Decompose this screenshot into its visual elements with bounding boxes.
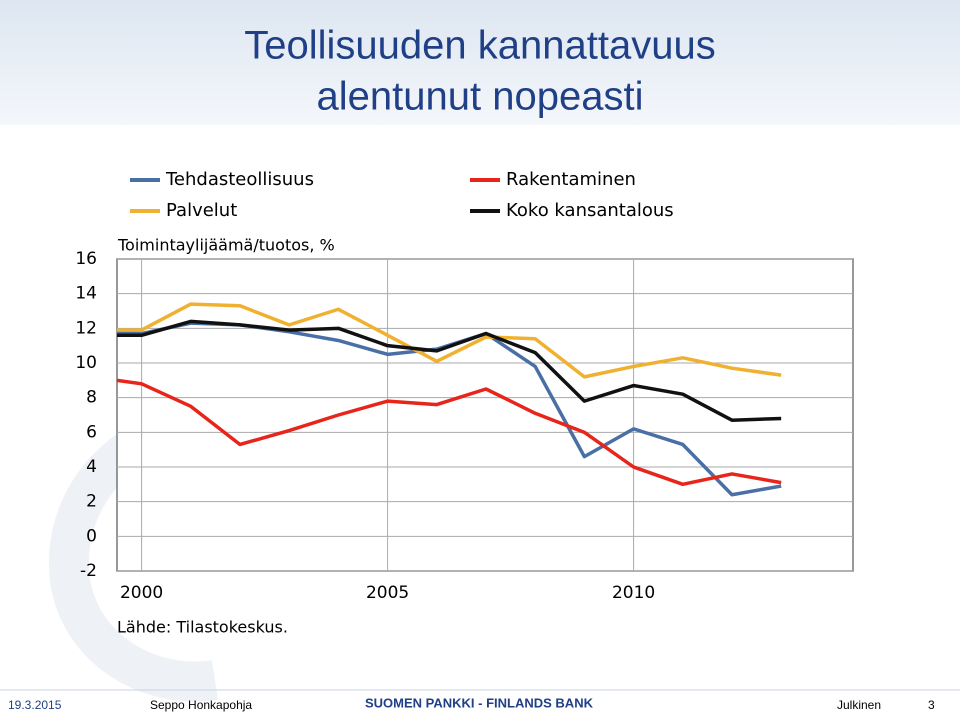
legend-label: Rakentaminen xyxy=(506,169,636,190)
source-note: Lähde: Tilastokeskus. xyxy=(117,618,288,637)
y-tick-label: 14 xyxy=(75,284,97,304)
slide-title: Teollisuuden kannattavuus xyxy=(244,24,715,68)
legend-label: Palvelut xyxy=(166,200,237,221)
series-line xyxy=(117,302,782,379)
y-tick-label: 8 xyxy=(86,388,97,408)
footer-page: 3 xyxy=(928,698,935,712)
y-tick-label: -2 xyxy=(80,561,97,581)
legend-label: Koko kansantalous xyxy=(506,200,674,221)
y-tick-label: 12 xyxy=(75,318,97,338)
slide-title: alentunut nopeasti xyxy=(317,75,644,119)
x-tick-label: 2005 xyxy=(366,583,409,603)
y-tick-label: 16 xyxy=(75,249,97,269)
series-line xyxy=(116,378,782,487)
y-tick-label: 0 xyxy=(86,526,97,546)
footer-organization: SUOMEN PANKKI - FINLANDS BANK xyxy=(365,695,594,710)
x-tick-label: 2000 xyxy=(120,583,163,603)
header-band xyxy=(0,0,960,125)
y-axis-title: Toimintaylijäämä/tuotos, % xyxy=(117,236,335,255)
y-tick-label: 10 xyxy=(75,353,97,373)
footer-author: Seppo Honkapohja xyxy=(150,698,252,712)
legend-label: Tehdasteollisuus xyxy=(165,169,314,190)
x-tick-label: 2010 xyxy=(612,583,655,603)
footer-classification: Julkinen xyxy=(837,698,881,712)
series-line xyxy=(117,319,782,422)
y-tick-label: 6 xyxy=(86,422,97,442)
footer-date: 19.3.2015 xyxy=(8,698,62,712)
y-tick-label: 2 xyxy=(86,492,97,512)
y-tick-label: 4 xyxy=(86,457,97,477)
plot-area xyxy=(116,258,854,572)
